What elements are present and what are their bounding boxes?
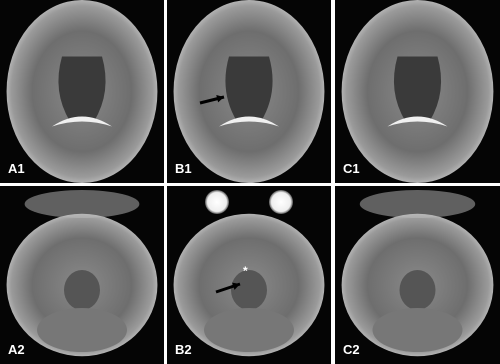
panel-label: A1 [8, 161, 25, 176]
csf [52, 116, 112, 127]
panel-label: B1 [175, 161, 192, 176]
mri-panel: A2 [0, 186, 164, 364]
brainstem [231, 270, 267, 310]
panel-label: C1 [343, 161, 360, 176]
arrow-head [232, 282, 240, 290]
cerebellum [204, 308, 294, 352]
panel-annotation: * [243, 264, 248, 278]
eye [205, 190, 229, 214]
brainstem [399, 270, 436, 310]
arrow-head [216, 94, 224, 103]
panel-label: C2 [343, 342, 360, 357]
csf [387, 116, 448, 127]
ventricles [58, 56, 106, 122]
csf [219, 116, 279, 127]
ventricles [225, 56, 273, 122]
panel-label: A2 [8, 342, 25, 357]
cerebellum [37, 308, 127, 352]
mri-panel: C1 [335, 0, 500, 183]
orbits [24, 190, 140, 218]
ventricles [393, 56, 442, 122]
mri-panel: B2 * [167, 186, 331, 364]
mri-panel: B1 [167, 0, 331, 183]
orbits [359, 190, 476, 218]
mri-panel: A1 [0, 0, 164, 183]
cerebellum [372, 308, 463, 352]
mri-panel: C2 [335, 186, 500, 364]
brainstem [64, 270, 100, 310]
panel-label: B2 [175, 342, 192, 357]
eye [269, 190, 293, 214]
